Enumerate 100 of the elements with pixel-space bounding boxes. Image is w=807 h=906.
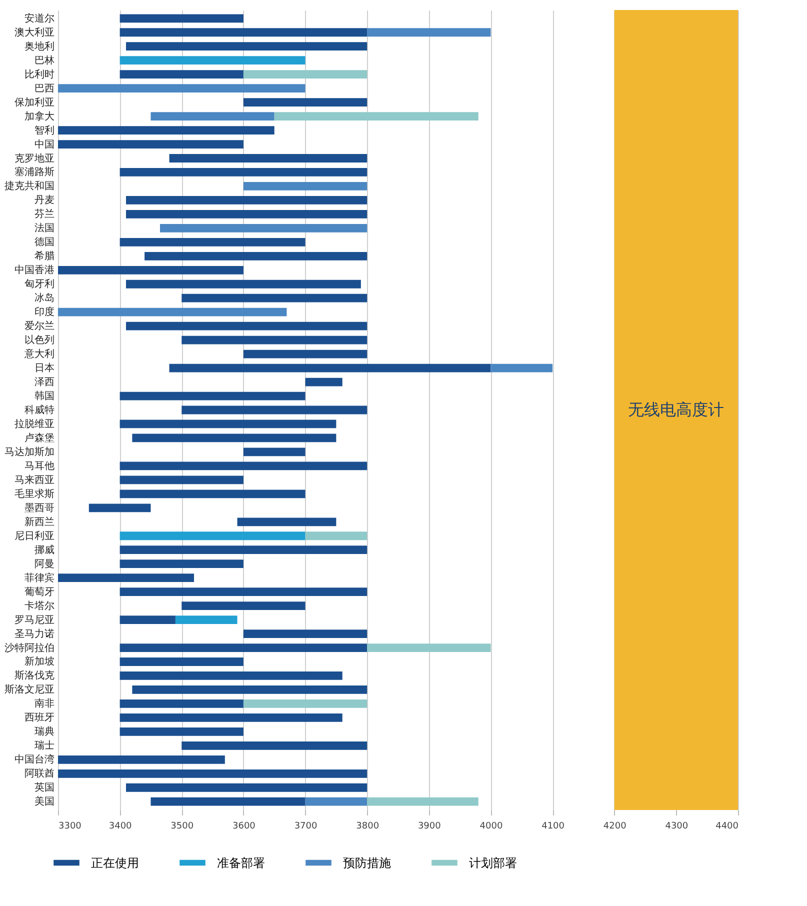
y-tick-label: 匈牙利 bbox=[24, 278, 54, 290]
y-tick-label: 菲律宾 bbox=[24, 572, 54, 584]
bar bbox=[58, 755, 225, 764]
bar bbox=[58, 266, 244, 274]
y-tick-label: 芬兰 bbox=[34, 208, 54, 220]
bar bbox=[126, 210, 368, 218]
bar bbox=[150, 112, 274, 120]
bar bbox=[144, 252, 368, 260]
y-tick-label: 南非 bbox=[34, 698, 54, 710]
x-tick-label: 4000 bbox=[480, 822, 503, 832]
bar bbox=[58, 140, 244, 148]
y-tick-label: 冰岛 bbox=[34, 292, 54, 304]
bar bbox=[58, 574, 194, 582]
bar bbox=[274, 112, 478, 120]
legend-label: 计划部署 bbox=[469, 856, 517, 870]
y-tick-label: 韩国 bbox=[34, 390, 54, 402]
bar bbox=[182, 336, 368, 344]
bar bbox=[58, 769, 368, 778]
bar bbox=[182, 406, 368, 414]
y-tick-label: 沙特阿拉伯 bbox=[4, 642, 54, 654]
legend-label: 正在使用 bbox=[91, 856, 139, 870]
bar bbox=[243, 630, 368, 638]
bar bbox=[88, 504, 151, 512]
bar bbox=[58, 84, 306, 93]
y-tick-label: 西班牙 bbox=[24, 712, 54, 724]
bar bbox=[132, 686, 368, 694]
y-tick-label: 日本 bbox=[34, 362, 54, 374]
bar bbox=[243, 350, 368, 358]
bar bbox=[58, 308, 287, 316]
bar bbox=[175, 616, 238, 624]
bar bbox=[120, 476, 244, 484]
bar bbox=[160, 224, 368, 232]
y-tick-label: 挪威 bbox=[34, 544, 54, 556]
bar bbox=[305, 797, 368, 806]
bar bbox=[169, 364, 491, 372]
bar bbox=[58, 126, 274, 134]
bar bbox=[367, 644, 491, 652]
bar bbox=[120, 420, 336, 428]
bar bbox=[243, 70, 368, 79]
y-tick-label: 捷克共和国 bbox=[4, 180, 54, 192]
x-tick-label: 3900 bbox=[418, 822, 442, 832]
bar bbox=[150, 797, 306, 806]
y-tick-label: 罗马尼亚 bbox=[14, 614, 54, 626]
bar bbox=[126, 322, 368, 330]
x-tick-label: 4200 bbox=[603, 822, 627, 832]
y-tick-label: 尼日利亚 bbox=[14, 530, 54, 542]
x-tick-label: 3300 bbox=[58, 822, 82, 832]
bar bbox=[120, 490, 306, 498]
bar bbox=[120, 644, 368, 652]
y-tick-label: 奥地利 bbox=[24, 40, 54, 52]
y-tick-label: 泽西 bbox=[34, 376, 54, 388]
y-tick-label: 美国 bbox=[34, 796, 54, 808]
y-tick-label: 希腊 bbox=[34, 250, 54, 262]
bar bbox=[120, 392, 306, 400]
y-tick-label: 中国 bbox=[34, 138, 54, 150]
bar bbox=[237, 518, 336, 526]
y-tick-label: 德国 bbox=[34, 237, 54, 248]
y-tick-label: 巴西 bbox=[34, 83, 54, 94]
y-tick-label: 圣马力诺 bbox=[14, 628, 54, 640]
bar bbox=[120, 713, 342, 722]
y-tick-label: 马来西亚 bbox=[14, 474, 54, 486]
x-tick-label: 3700 bbox=[294, 822, 318, 832]
y-tick-label: 智利 bbox=[34, 124, 54, 136]
bar bbox=[243, 182, 368, 190]
band-label: 无线电高度计 bbox=[628, 400, 724, 419]
y-tick-label: 丹麦 bbox=[34, 194, 54, 206]
y-tick-label: 英国 bbox=[34, 782, 54, 794]
y-tick-label: 瑞典 bbox=[34, 726, 54, 738]
bar bbox=[132, 434, 336, 442]
bar bbox=[182, 294, 368, 302]
y-tick-label: 塞浦路斯 bbox=[14, 166, 54, 178]
x-tick-label: 3800 bbox=[356, 822, 380, 832]
y-tick-label: 爱尔兰 bbox=[24, 320, 54, 332]
bar bbox=[305, 532, 368, 540]
y-tick-label: 阿联酋 bbox=[24, 768, 54, 780]
bar bbox=[120, 546, 368, 554]
bar bbox=[169, 154, 368, 162]
y-tick-label: 克罗地亚 bbox=[14, 152, 54, 164]
y-tick-label: 马耳他 bbox=[24, 460, 54, 472]
y-tick-label: 毛里求斯 bbox=[14, 488, 54, 500]
bar bbox=[490, 364, 553, 372]
bar bbox=[120, 532, 306, 540]
y-tick-label: 新西兰 bbox=[24, 516, 54, 528]
y-tick-label: 葡萄牙 bbox=[24, 586, 54, 598]
y-tick-label: 印度 bbox=[34, 306, 54, 318]
y-tick-label: 马达加斯加 bbox=[4, 446, 54, 458]
bar bbox=[182, 741, 368, 750]
x-tick-label: 4300 bbox=[665, 822, 688, 832]
legend-label: 预防措施 bbox=[343, 856, 391, 870]
bar bbox=[120, 727, 244, 736]
x-tick-label: 3600 bbox=[232, 822, 256, 832]
x-tick-label: 3500 bbox=[170, 822, 194, 832]
bar bbox=[120, 14, 244, 23]
y-tick-label: 瑞士 bbox=[34, 740, 54, 752]
bar bbox=[120, 700, 244, 708]
y-tick-label: 斯洛伐克 bbox=[14, 670, 54, 682]
y-tick-label: 加拿大 bbox=[24, 110, 54, 122]
x-tick-label: 3400 bbox=[108, 822, 132, 832]
y-tick-label: 意大利 bbox=[24, 348, 54, 360]
y-tick-label: 卢森堡 bbox=[24, 432, 54, 444]
